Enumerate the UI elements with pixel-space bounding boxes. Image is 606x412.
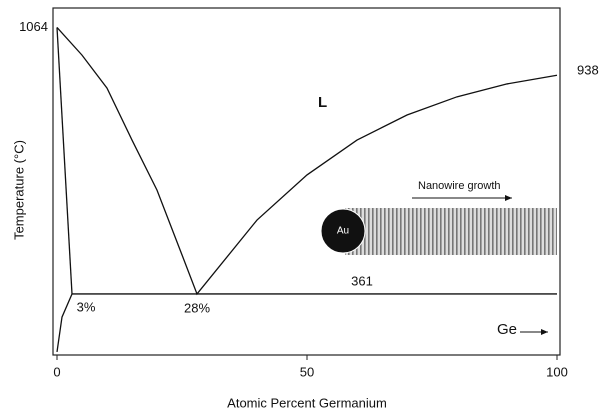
eutectic-temperature-label: 361 — [351, 273, 373, 288]
melting-point-label: 1064 — [19, 19, 48, 34]
inset-title: Nanowire growth — [418, 180, 501, 192]
phase-boundary — [56, 27, 73, 294]
x-tick-label: 50 — [300, 364, 314, 379]
y-axis-label: Temperature (°C) — [11, 140, 26, 240]
x-axis-label: Atomic Percent Germanium — [227, 395, 387, 410]
melting-point-label: 938 — [577, 63, 599, 78]
x-tick-label: 100 — [546, 364, 568, 379]
eutectic-composition-label: 28% — [184, 300, 210, 315]
au-particle — [320, 208, 366, 254]
x-tick-label: 0 — [53, 364, 60, 379]
phase-boundary — [56, 293, 73, 353]
particle-label: Au — [337, 226, 349, 237]
axis-note: Ge — [497, 321, 517, 338]
phase-label: L — [318, 94, 327, 111]
phase-boundary — [56, 27, 558, 296]
nanowire — [345, 208, 557, 255]
solubility-label: 3% — [77, 299, 96, 314]
nanowire-inset: Au Nanowire growth — [320, 180, 557, 255]
